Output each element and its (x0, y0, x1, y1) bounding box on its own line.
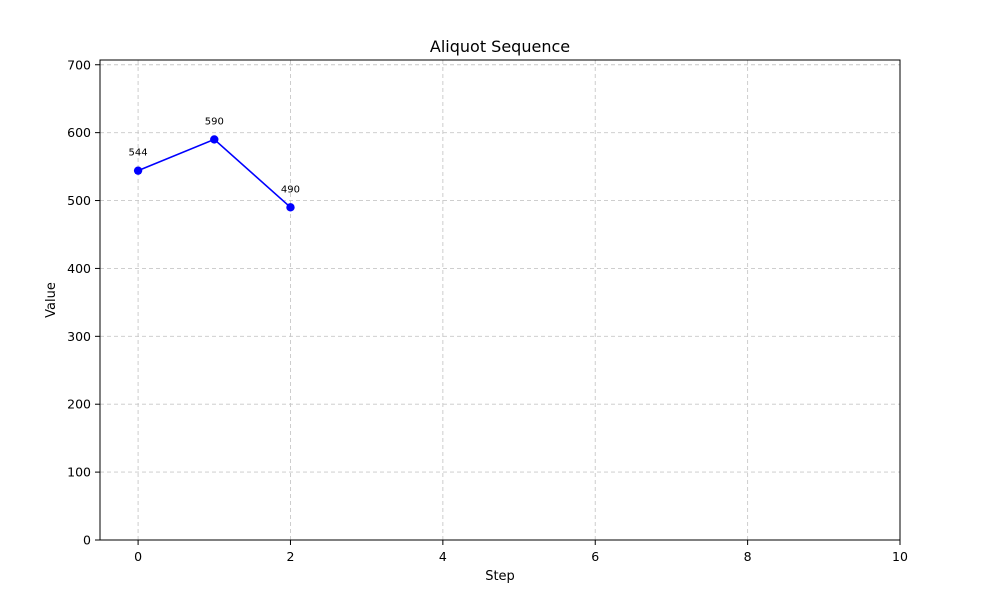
x-axis-label: Step (485, 569, 515, 584)
x-tick-label: 4 (439, 549, 447, 564)
y-tick-label: 300 (67, 329, 91, 344)
data-label: 544 (129, 148, 148, 159)
y-tick-label: 500 (67, 193, 91, 208)
y-tick-label: 400 (67, 261, 91, 276)
data-point (210, 135, 219, 144)
data-point (286, 203, 295, 212)
plot-frame (99, 59, 901, 541)
y-tick-label: 600 (67, 125, 91, 140)
y-tick-label: 700 (67, 57, 91, 72)
x-tick-label: 6 (591, 549, 599, 564)
data-labels: 544 590 490 (129, 116, 300, 195)
x-tick-label: 8 (744, 549, 752, 564)
y-tick-label: 100 (67, 465, 91, 480)
x-tick-label: 10 (892, 549, 908, 564)
x-tick-label: 2 (286, 549, 294, 564)
chart-title: Aliquot Sequence (430, 37, 570, 56)
x-tick-label: 0 (134, 549, 142, 564)
y-tick-label: 200 (67, 397, 91, 412)
series-line (137, 138, 292, 208)
y-tick-label: 0 (83, 533, 91, 548)
data-point (133, 166, 143, 175)
data-label: 590 (205, 116, 224, 127)
y-axis-label: Value (44, 282, 59, 318)
grid (100, 60, 901, 541)
series (133, 135, 295, 212)
data-label: 490 (281, 184, 300, 195)
